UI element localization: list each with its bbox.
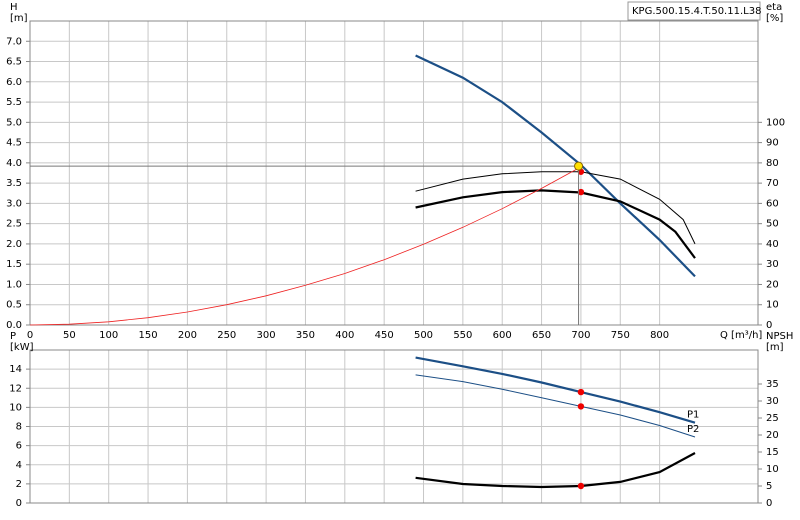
x-tick-label: 250 bbox=[217, 330, 236, 341]
x-tick-label: 400 bbox=[335, 330, 354, 341]
y-tick-label: 12 bbox=[9, 383, 22, 394]
y-tick-label: 10 bbox=[9, 402, 22, 413]
y2-axis-label: NPSH bbox=[766, 331, 793, 342]
y-axis-unit: [kW] bbox=[10, 342, 34, 353]
y2-tick-label: 15 bbox=[766, 447, 779, 458]
x-tick-label: 700 bbox=[571, 330, 590, 341]
y2-tick-label: 10 bbox=[766, 464, 779, 475]
curve-label: P2 bbox=[687, 424, 699, 435]
y-tick-label: 6.0 bbox=[6, 77, 22, 88]
x-axis-label: Q [m³/h] bbox=[720, 330, 762, 341]
y-tick-label: 4.5 bbox=[6, 138, 22, 149]
y-tick-label: 2.0 bbox=[6, 239, 22, 250]
y2-tick-label: 60 bbox=[766, 198, 779, 209]
x-tick-label: 500 bbox=[414, 330, 433, 341]
operating-point bbox=[577, 482, 585, 490]
y-tick-label: 3.5 bbox=[6, 178, 22, 189]
curve bbox=[415, 54, 696, 278]
y-tick-label: 2 bbox=[16, 479, 22, 490]
x-tick-label: 750 bbox=[611, 330, 630, 341]
y2-tick-label: 25 bbox=[766, 413, 779, 424]
y2-tick-label: 100 bbox=[766, 117, 785, 128]
x-tick-label: 800 bbox=[650, 330, 669, 341]
y-axis-label: H bbox=[10, 2, 18, 13]
curve bbox=[415, 374, 696, 438]
y-tick-label: 1.0 bbox=[6, 279, 22, 290]
chart-title: KPG.500.15.4.T.50.11.L38 bbox=[632, 6, 761, 17]
x-tick-label: 550 bbox=[453, 330, 472, 341]
plot-frame bbox=[29, 20, 759, 326]
y2-axis-label: eta bbox=[766, 2, 782, 13]
y2-tick-label: 50 bbox=[766, 219, 779, 230]
operating-point bbox=[574, 161, 584, 171]
y-tick-label: 6 bbox=[16, 441, 22, 452]
title-box bbox=[627, 1, 761, 21]
operating-point bbox=[577, 403, 585, 410]
y-tick-label: 5.0 bbox=[6, 117, 22, 128]
y-tick-label: 14 bbox=[9, 364, 22, 375]
x-tick-label: 50 bbox=[63, 330, 76, 341]
y-tick-label: 0.5 bbox=[6, 300, 22, 311]
y-tick-label: 4.0 bbox=[6, 158, 22, 169]
y-tick-label: 1.5 bbox=[6, 259, 22, 270]
x-tick-label: 650 bbox=[532, 330, 551, 341]
y2-tick-label: 90 bbox=[766, 138, 779, 149]
y-tick-label: 4 bbox=[16, 460, 22, 471]
y-tick-label: 2.5 bbox=[6, 219, 22, 230]
y-tick-label: 7.0 bbox=[6, 36, 22, 47]
curve bbox=[415, 452, 696, 489]
x-tick-label: 100 bbox=[99, 330, 118, 341]
x-tick-label: 200 bbox=[178, 330, 197, 341]
y-tick-label: 6.5 bbox=[6, 57, 22, 68]
y-axis-label: P bbox=[10, 331, 16, 342]
y2-tick-label: 5 bbox=[766, 481, 772, 492]
y2-axis-unit: [m] bbox=[766, 342, 784, 353]
y-tick-label: 8 bbox=[16, 422, 22, 433]
y2-tick-label: 30 bbox=[766, 259, 779, 270]
y2-tick-label: 0 bbox=[766, 320, 772, 331]
curve bbox=[29, 166, 582, 326]
y-tick-label: 5.5 bbox=[6, 97, 22, 108]
y2-tick-label: 35 bbox=[766, 379, 779, 390]
operating-point bbox=[577, 388, 585, 396]
x-tick-label: 300 bbox=[257, 330, 276, 341]
y-tick-label: 0 bbox=[16, 498, 22, 509]
y2-tick-label: 30 bbox=[766, 396, 779, 407]
y2-tick-label: 20 bbox=[766, 279, 779, 290]
y2-tick-label: 70 bbox=[766, 178, 779, 189]
y-tick-label: 3.0 bbox=[6, 198, 22, 209]
y2-tick-label: 80 bbox=[766, 158, 779, 169]
x-tick-label: 450 bbox=[375, 330, 394, 341]
x-tick-label: 600 bbox=[493, 330, 512, 341]
y2-tick-label: 20 bbox=[766, 430, 779, 441]
y2-tick-label: 10 bbox=[766, 300, 779, 311]
y-tick-label: 0.0 bbox=[6, 320, 22, 331]
y2-tick-label: 40 bbox=[766, 239, 779, 250]
y2-axis-unit: [%] bbox=[766, 13, 783, 24]
curve-label: P1 bbox=[687, 410, 699, 421]
curve bbox=[415, 356, 696, 424]
x-tick-label: 0 bbox=[27, 330, 33, 341]
x-tick-label: 350 bbox=[296, 330, 315, 341]
x-tick-label: 150 bbox=[139, 330, 158, 341]
y2-tick-label: 0 bbox=[766, 498, 772, 509]
operating-point bbox=[577, 188, 585, 196]
y-axis-unit: [m] bbox=[10, 13, 28, 24]
